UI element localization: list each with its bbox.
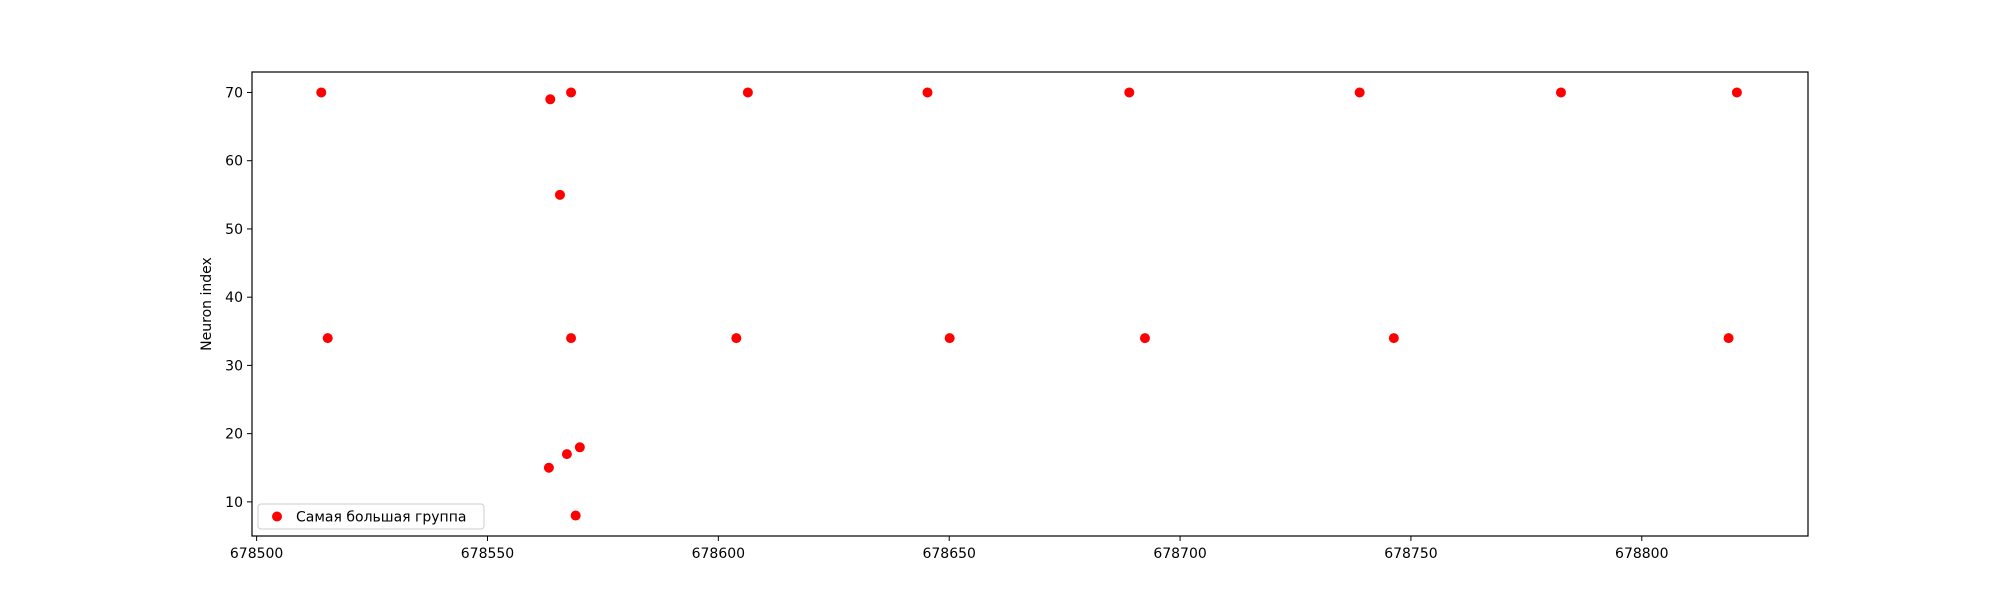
y-tick-label: 50 xyxy=(225,222,243,238)
y-tick-label: 20 xyxy=(225,427,243,443)
x-tick-label: 678600 xyxy=(692,546,745,562)
scatter-point xyxy=(566,87,577,98)
x-tick-label: 678750 xyxy=(1384,546,1437,562)
scatter-point xyxy=(1731,87,1742,98)
x-tick-label: 678500 xyxy=(230,546,283,562)
scatter-point xyxy=(1388,333,1399,344)
y-tick-label: 70 xyxy=(225,85,243,101)
y-tick-label: 10 xyxy=(225,495,243,511)
scatter-point xyxy=(742,87,753,98)
scatter-point xyxy=(570,510,581,521)
scatter-point xyxy=(316,87,327,98)
x-tick-label: 678800 xyxy=(1615,546,1668,562)
scatter-point xyxy=(561,449,572,460)
x-tick-label: 678650 xyxy=(922,546,975,562)
scatter-point xyxy=(543,462,554,473)
scatter-point xyxy=(1139,333,1150,344)
y-axis-ticks: 10 20 30 40 50 60 70 xyxy=(225,85,252,511)
scatter-point xyxy=(566,333,577,344)
scatter-point xyxy=(731,333,742,344)
scatter-point xyxy=(574,442,585,453)
scatter-point xyxy=(322,333,333,344)
scatter-point xyxy=(554,189,565,200)
legend-marker xyxy=(272,511,282,522)
scatter-point xyxy=(1354,87,1365,98)
legend: Самая большая группа xyxy=(257,503,485,530)
legend-label: Самая большая группа xyxy=(296,510,466,526)
y-tick-label: 40 xyxy=(225,290,243,306)
legend-box xyxy=(257,503,485,530)
plot-area-frame xyxy=(251,71,1809,537)
y-tick-label: 30 xyxy=(225,358,243,374)
scatter-point xyxy=(1124,87,1135,98)
scatter-point xyxy=(1555,87,1566,98)
scatter-point xyxy=(944,333,955,344)
x-tick-label: 678550 xyxy=(461,546,514,562)
x-axis-ticks: 678500 678550 678600 678650 678700 678750 6788… xyxy=(230,536,1669,562)
scatter-point xyxy=(922,87,933,98)
y-axis-label: Neuron index xyxy=(199,257,215,351)
x-tick-label: 678700 xyxy=(1153,546,1206,562)
scatter-point xyxy=(545,94,556,105)
data-points xyxy=(316,87,1742,521)
y-tick-label: 60 xyxy=(225,154,243,170)
scatter-point xyxy=(1723,333,1734,344)
